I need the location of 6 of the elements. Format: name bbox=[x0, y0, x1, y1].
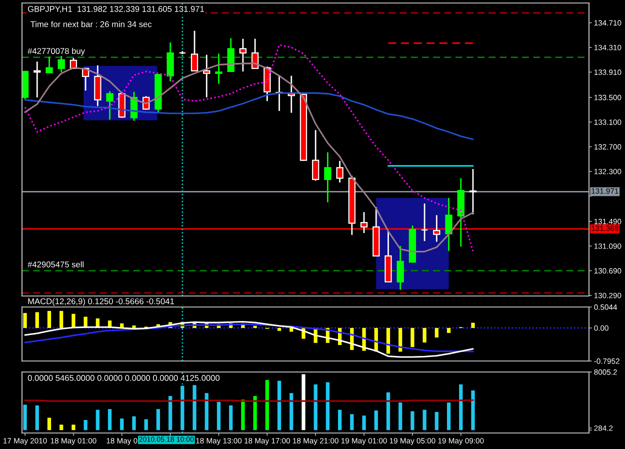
chart-title: GBPJPY,H1 131.982 132.339 131.605 131.971 bbox=[28, 6, 204, 13]
ref-line-label: #42905475 sell bbox=[28, 261, 84, 268]
chart-title: MACD(12,26,9) 0.1250 -0.5666 -0.5041 bbox=[28, 298, 174, 306]
text: Time for next bar : 26 min 34 sec bbox=[30, 21, 152, 28]
chart-title: 0.0000 5465.0000 0.0000 0.0000 0.0000 4125.0000 bbox=[28, 375, 220, 381]
ref-line-label: #42770078 buy bbox=[28, 48, 85, 56]
